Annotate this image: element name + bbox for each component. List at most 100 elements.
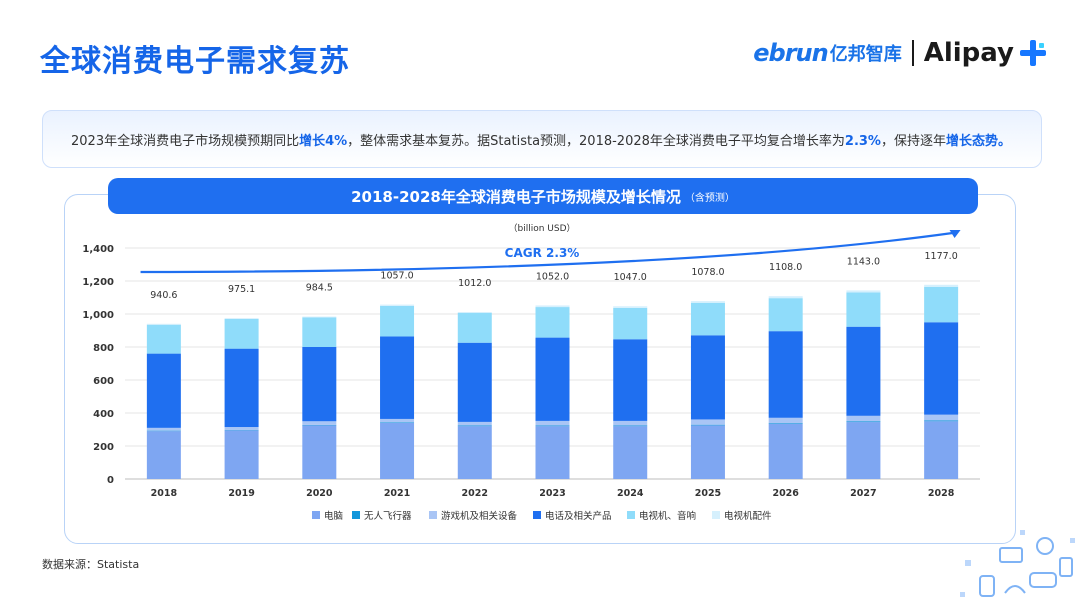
data-source: 数据来源：Statista: [42, 558, 140, 571]
chart-title-sub: （含预测）: [684, 192, 735, 204]
total-data-label: 1078.0: [691, 267, 724, 278]
y-tick-label: 200: [93, 442, 114, 453]
gamepad-icon: [1029, 572, 1057, 588]
total-data-label: 1012.0: [458, 278, 491, 289]
bar-segment: [924, 322, 959, 415]
total-data-label: 1052.0: [536, 271, 569, 282]
legend-swatch: [533, 511, 541, 519]
bar-segment: [846, 422, 881, 479]
bar-segment: [613, 306, 648, 308]
x-tick-label: 2024: [617, 488, 644, 499]
laptop-icon: [999, 547, 1023, 563]
x-tick-label: 2021: [384, 488, 410, 499]
headphones-icon: [1004, 585, 1026, 594]
bar-segment: [768, 417, 803, 424]
cagr-annotation: CAGR 2.3%: [505, 246, 580, 260]
legend-label: 电视机、音响: [639, 510, 696, 522]
bar-segment: [535, 426, 570, 479]
y-tick-label: 1,400: [82, 244, 114, 255]
logo-divider: [911, 40, 914, 66]
x-tick-label: 2020: [306, 488, 333, 499]
summary-part: 2023年全球消费电子市场规模预期同比: [71, 133, 300, 149]
bar-segment: [457, 426, 492, 479]
total-data-label: 984.5: [306, 283, 333, 294]
bar-segment: [690, 425, 725, 479]
bar-segment: [690, 424, 725, 426]
bar-segment: [224, 427, 259, 430]
x-tick-label: 2022: [462, 488, 488, 499]
bar-segment: [302, 317, 337, 347]
speaker-icon: [1059, 557, 1073, 577]
ebrun-logo-cn: 亿邦智库: [829, 44, 902, 65]
legend-label: 电视机配件: [724, 510, 772, 522]
phone-icon: [979, 575, 995, 597]
legend-swatch: [712, 511, 720, 519]
bar-segment: [380, 336, 415, 419]
bar-segment: [690, 419, 725, 425]
bar-segment: [924, 420, 959, 422]
page-title: 全球消费电子需求复苏: [40, 44, 350, 79]
bar-segment: [924, 284, 959, 287]
bar-segment: [924, 414, 959, 421]
bar-segment: [768, 423, 803, 424]
alipay-logo: Alipay: [923, 38, 1014, 68]
bar-segment: [146, 431, 181, 479]
y-tick-label: 0: [107, 475, 114, 486]
y-tick-label: 800: [93, 343, 114, 354]
brand-logos: ebrun 亿邦智库 Alipay: [753, 38, 1046, 68]
legend-label: 电脑: [324, 510, 343, 522]
x-tick-label: 2018: [151, 488, 178, 499]
bar-segment: [457, 425, 492, 427]
bar-segment: [768, 423, 803, 479]
bar-segment: [146, 427, 181, 431]
bar-segment: [224, 430, 259, 479]
bar-segment: [846, 292, 881, 327]
bar-segment: [846, 415, 881, 422]
x-tick-label: 2028: [928, 488, 955, 499]
x-tick-label: 2023: [539, 488, 565, 499]
bar-segment: [457, 342, 492, 422]
bar-segment: [224, 318, 259, 319]
bar-segment: [846, 290, 881, 293]
bar-segment: [846, 326, 881, 416]
bar-segment: [380, 305, 415, 337]
total-data-label: 1177.0: [925, 251, 958, 262]
legend-swatch: [627, 511, 635, 519]
legend-swatch: [312, 511, 320, 519]
summary-part: ，整体需求基本复苏。据Statista预测，2018-2028年全球消费电子平均…: [347, 133, 845, 149]
bar-segment: [380, 422, 415, 479]
bar-segment: [690, 335, 725, 420]
total-data-label: 975.1: [228, 284, 255, 295]
y-tick-label: 400: [93, 409, 114, 420]
camera-icon: [1036, 537, 1054, 555]
total-data-label: 940.6: [150, 290, 177, 301]
unit-label: （billion USD）: [508, 223, 575, 234]
bar-segment: [846, 421, 881, 423]
bar-segment: [302, 316, 337, 318]
bar-segment: [768, 298, 803, 332]
bar-segment: [924, 286, 959, 323]
chart-title: 2018-2028年全球消费电子市场规模及增长情况 （含预测）: [108, 178, 978, 214]
legend-swatch: [429, 511, 437, 519]
total-data-label: 1057.0: [380, 271, 413, 282]
bar-segment: [690, 301, 725, 303]
bar-segment: [302, 421, 337, 425]
ebrun-logo: ebrun: [753, 39, 828, 67]
bar-segment: [535, 425, 570, 427]
bar-segment: [613, 339, 648, 421]
y-tick-label: 600: [93, 376, 114, 387]
alipay-plus-icon: [1020, 40, 1046, 66]
summary-highlight: 2.3%: [844, 133, 881, 149]
summary-box: 2023年全球消费电子市场规模预期同比增长4%，整体需求基本复苏。据Statis…: [42, 110, 1042, 168]
summary-highlight: 增长4%: [299, 133, 348, 149]
x-tick-label: 2026: [772, 488, 799, 499]
cagr-arrow-head: [949, 230, 961, 238]
bar-segment: [613, 425, 648, 427]
bar-segment: [613, 307, 648, 340]
bar-segment: [535, 305, 570, 308]
bar-segment: [380, 418, 415, 423]
cagr-trend-line: [140, 231, 953, 274]
bar-segment: [924, 421, 959, 479]
bar-segment: [146, 324, 181, 354]
